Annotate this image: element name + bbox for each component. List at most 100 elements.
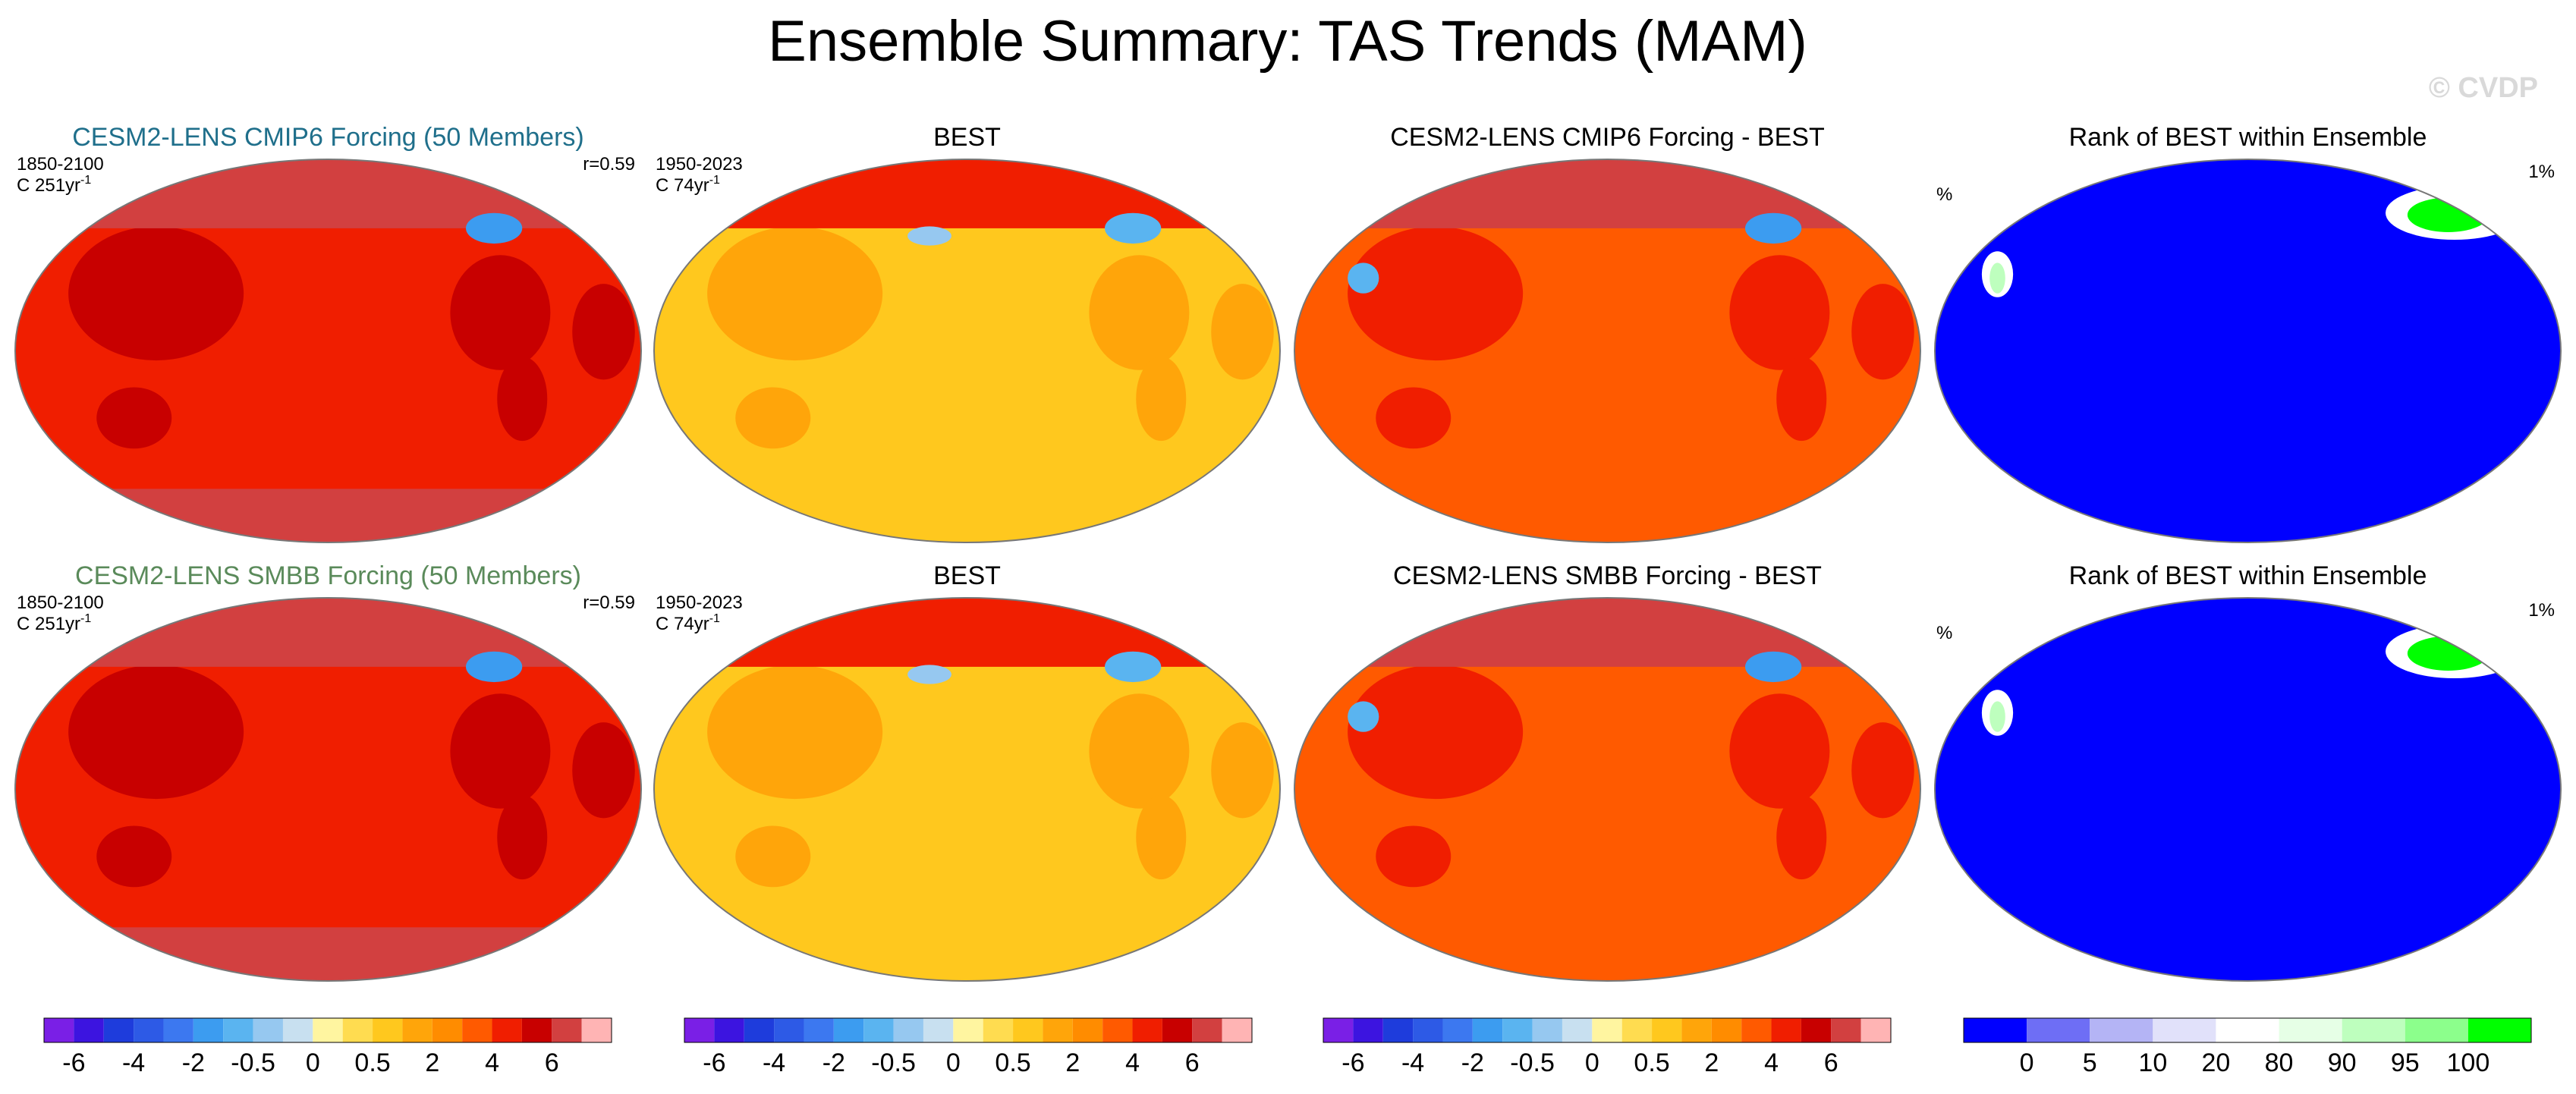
panel-rank-best-cmip6: Rank of BEST within Ensemble% 1% — [1934, 123, 2562, 543]
colorbar-tick-label: 100 — [2447, 1048, 2490, 1077]
rank-himalaya — [1989, 701, 2005, 732]
land-region — [1211, 284, 1274, 380]
colorbar-tick-label: -6 — [703, 1048, 725, 1077]
units-label: C 251yr-1 — [17, 174, 91, 196]
map-outline — [1934, 159, 2562, 543]
figure-title: Ensemble Summary: TAS Trends (MAM) — [768, 9, 1807, 74]
colorbar-tick-label: 4 — [1125, 1048, 1140, 1077]
arctic-band — [1294, 159, 1920, 228]
colorbar-tick-label: 6 — [545, 1048, 559, 1077]
land-region — [1376, 387, 1452, 449]
colorbar-swatch — [282, 1018, 313, 1042]
colorbar-tick-label: -6 — [1341, 1048, 1364, 1077]
land-region — [1776, 357, 1827, 442]
colorbar-swatch — [1043, 1018, 1073, 1042]
map-outline — [14, 159, 642, 543]
colorbar-swatch — [103, 1018, 134, 1042]
colorbar-tick-label: 0.5 — [354, 1048, 390, 1077]
colorbar-tick-label: -4 — [763, 1048, 785, 1077]
colorbar-swatch — [1964, 1018, 2027, 1042]
land-region — [68, 665, 244, 800]
land-region — [1348, 665, 1524, 800]
north-atlantic-hole — [1745, 651, 1802, 683]
rank-right-label: 1% — [2528, 162, 2555, 182]
north-pacific-hole — [907, 665, 951, 684]
colorbar-tick-label: 4 — [1764, 1048, 1779, 1077]
panels: CESM2-LENS CMIP6 Forcing (50 Members)185… — [14, 123, 2562, 982]
colorbar-swatch — [1192, 1018, 1222, 1042]
colorbar-tick-label: 2 — [425, 1048, 439, 1077]
colorbar-swatch — [2090, 1018, 2153, 1042]
panel-title: Rank of BEST within Ensemble — [2069, 561, 2427, 590]
antarctic-band — [15, 927, 641, 981]
land-region — [735, 387, 811, 449]
rank-right-label: 1% — [2528, 600, 2555, 621]
north-atlantic-hole — [1105, 212, 1162, 244]
colorbar-swatch — [1382, 1018, 1414, 1042]
colorbar-swatch — [1652, 1018, 1682, 1042]
units-label: C 74yr-1 — [656, 174, 720, 196]
map-outline — [1294, 159, 1921, 543]
colorbars: -6 -4 -2 -0.5 0 0.5 2 4 6 -6 -4 -2 -0.5 0 0.5 2 4 6 -6 -4 -2… — [43, 1017, 2532, 1077]
map-field — [15, 159, 641, 542]
north-pacific-hole — [907, 226, 951, 246]
colorbar-swatch — [893, 1018, 923, 1042]
arctic-band — [654, 159, 1280, 228]
colorbar-swatch — [1621, 1018, 1653, 1042]
land-region — [1729, 693, 1830, 809]
panel-rank-best-smbb: Rank of BEST within Ensemble% 1% — [1934, 561, 2562, 982]
panel-cesm2-smbb-ensemble: CESM2-LENS SMBB Forcing (50 Members) 1850… — [14, 561, 642, 982]
period-label: 1950-2023 — [656, 154, 743, 174]
land-region — [1211, 722, 1274, 819]
colorbar-swatch — [134, 1018, 164, 1042]
colorbar-swatch — [1801, 1018, 1832, 1042]
land-region — [497, 795, 548, 880]
rank-left-label: % — [1936, 623, 1952, 643]
rank-left-label: % — [1936, 184, 1952, 205]
colorbar-swatch — [2027, 1018, 2090, 1042]
land-region — [1376, 825, 1452, 888]
colorbar-swatch — [1132, 1018, 1162, 1042]
antarctic-band — [15, 489, 641, 542]
units-label: C 251yr-1 — [17, 612, 91, 634]
colorbar-swatch — [1162, 1018, 1193, 1042]
land-region — [735, 825, 811, 888]
colorbar-rank: 0 5 10 20 80 90 95 100 — [1963, 1017, 2532, 1077]
colorbar-tick-label: -6 — [62, 1048, 85, 1077]
map-field — [1294, 598, 1920, 981]
colorbar-swatch — [953, 1018, 983, 1042]
land-region — [572, 722, 635, 819]
map-outline — [14, 597, 642, 982]
land-region — [1348, 226, 1524, 361]
colorbar-swatch — [1072, 1018, 1103, 1042]
colorbar-tick-label: 2 — [1065, 1048, 1080, 1077]
panel-title: CESM2-LENS SMBB Forcing (50 Members) — [75, 561, 581, 590]
colorbar-swatch — [1562, 1018, 1593, 1042]
map-outline — [1294, 597, 1921, 982]
colorbar-swatch — [1222, 1018, 1252, 1042]
land-region — [1089, 255, 1190, 370]
colorbar-tick-label: -4 — [122, 1048, 145, 1077]
colorbar-swatch — [1592, 1018, 1622, 1042]
colorbar-trend-3: -6 -4 -2 -0.5 0 0.5 2 4 6 — [1323, 1017, 1892, 1077]
colorbar-tick-label: -4 — [1401, 1048, 1424, 1077]
colorbar-swatch — [2216, 1018, 2279, 1042]
colorbar-tick-label: 0 — [2020, 1048, 2034, 1077]
arctic-band — [15, 159, 641, 228]
colorbar-swatch — [1323, 1018, 1354, 1042]
land-region — [1776, 795, 1827, 880]
correlation-label: r=0.59 — [583, 593, 635, 613]
colorbar-swatch — [521, 1018, 552, 1042]
land-region — [707, 665, 883, 800]
colorbar-tick-label: -0.5 — [871, 1048, 916, 1077]
colorbar-tick-label: 0.5 — [1634, 1048, 1669, 1077]
land-region — [1851, 284, 1914, 380]
colorbar-trend-2: -6 -4 -2 -0.5 0 0.5 2 4 6 — [684, 1017, 1253, 1077]
land-region — [1851, 722, 1914, 819]
colorbar-swatch — [223, 1018, 253, 1042]
colorbar-tick-label: -2 — [1461, 1048, 1484, 1077]
colorbar-tick-label: 0 — [946, 1048, 961, 1077]
land-region — [450, 255, 551, 370]
colorbar-tick-label: 0 — [1585, 1048, 1599, 1077]
